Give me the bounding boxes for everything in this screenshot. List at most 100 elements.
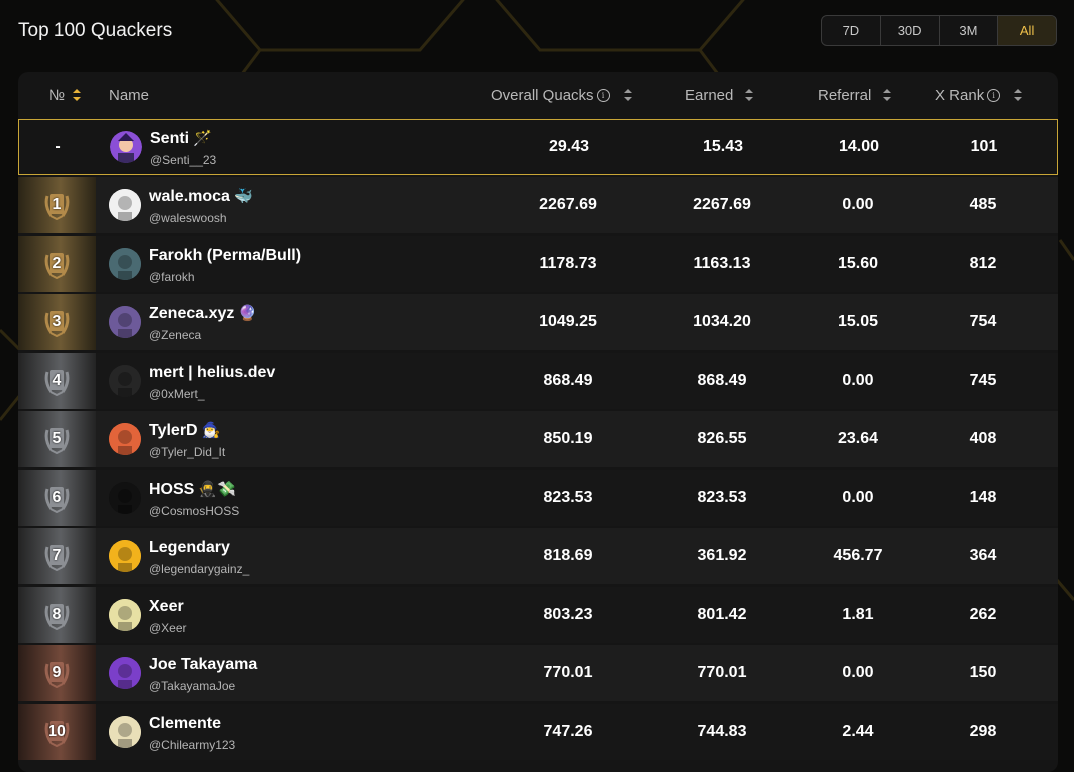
tab-3m[interactable]: 3M [940, 16, 999, 45]
emoji-icon: 🥷💸 [198, 479, 236, 498]
referral-value: 15.05 [837, 313, 879, 330]
laurel-medal-icon: 1 [43, 190, 71, 220]
user-name[interactable]: TylerD [149, 422, 198, 439]
rank-value: 10 [48, 722, 66, 740]
column-header-rank[interactable]: № [49, 72, 82, 118]
sort-icon[interactable] [883, 89, 892, 101]
info-icon[interactable]: i [596, 88, 610, 102]
user-name[interactable]: Joe Takayama [149, 656, 258, 673]
column-label-referral: Referral [818, 86, 872, 104]
x-rank-value: 148 [969, 488, 997, 506]
user-name[interactable]: Farokh (Perma/Bull) [149, 246, 302, 264]
overall-quacks: 29.43 [548, 138, 590, 155]
referral-value: 0.00 [842, 488, 874, 506]
avatar[interactable] [109, 247, 141, 280]
earned-value: 823.53 [697, 488, 747, 506]
referral-value: 1.81 [842, 605, 874, 623]
user-name[interactable]: HOSS [149, 480, 195, 498]
column-header-overall[interactable]: Overall Quacks i [491, 72, 632, 118]
referral-value: 456.77 [833, 547, 883, 564]
x-rank-value: 812 [969, 254, 997, 272]
user-handle[interactable]: @Xeer [149, 620, 187, 635]
laurel-medal-icon: 6 [43, 483, 71, 513]
table-row[interactable]: 4 mert | helius.dev @0xMert_ 868.49 868.… [18, 352, 1058, 409]
avatar[interactable] [109, 657, 141, 689]
table-row[interactable]: 6 HOSS 🥷💸 @CosmosHOSS 823.53 823.53 0.00 … [18, 469, 1058, 526]
earned-value: 2267.69 [693, 196, 751, 213]
column-header-referral[interactable]: Referral [818, 72, 892, 118]
rank-value: 6 [52, 488, 62, 506]
user-handle[interactable]: @0xMert_ [149, 386, 205, 401]
column-header-earned[interactable]: Earned [685, 72, 754, 118]
rank-cell: 10 [18, 703, 96, 760]
current-user-row[interactable]: - Senti 🪄 @Senti__23 29.43 15.43 14.00 10… [18, 119, 1058, 175]
avatar[interactable] [109, 540, 141, 572]
sort-icon[interactable] [73, 89, 82, 101]
name-block: mert | helius.dev @0xMert_ [149, 363, 279, 401]
wand-icon: 🪄 [193, 129, 212, 147]
column-label-xrank: X Rank [935, 86, 985, 104]
user-handle[interactable]: @farokh [149, 269, 195, 284]
table-row[interactable]: 10 Clemente @Chilearmy123 747.26 744.83 … [18, 703, 1058, 760]
user-handle[interactable]: @TakayamaJoe [149, 679, 236, 693]
user-handle[interactable]: @Chilearmy123 [149, 737, 236, 752]
sort-icon[interactable] [623, 89, 632, 101]
avatar[interactable] [109, 189, 141, 221]
sort-icon[interactable] [745, 89, 754, 101]
user-name[interactable]: wale.moca [149, 188, 230, 205]
rank-cell: 4 [18, 352, 96, 409]
avatar[interactable] [109, 423, 141, 455]
info-icon[interactable]: i [987, 88, 1001, 102]
user-handle[interactable]: @legendarygainz_ [149, 562, 250, 576]
rank-cell: 8 [18, 586, 96, 643]
rank-cell: 5 [18, 411, 96, 467]
avatar[interactable] [109, 598, 141, 631]
user-name[interactable]: Xeer [149, 597, 184, 615]
user-name[interactable]: mert | helius.dev [149, 363, 276, 381]
user-name[interactable]: Zeneca.xyz [149, 305, 235, 322]
earned-value: 1034.20 [693, 313, 751, 330]
overall-quacks: 770.01 [543, 664, 593, 681]
column-label-earned: Earned [685, 86, 734, 104]
table-row[interactable]: 5 TylerD 🧙‍♂️ @Tyler_Did_It 850.19 826.55… [18, 411, 1058, 467]
laurel-medal-icon: 2 [43, 249, 71, 279]
rank-cell: 2 [18, 235, 96, 292]
earned-value: 361.92 [697, 547, 747, 564]
table-row[interactable]: 3 Zeneca.xyz 🔮 @Zeneca 1049.25 1034.20 15… [18, 294, 1058, 350]
user-handle[interactable]: @Tyler_Did_It [149, 445, 226, 459]
rank-value: 1 [52, 196, 62, 213]
tab-7d[interactable]: 7D [822, 16, 881, 45]
sort-icon[interactable] [1014, 89, 1023, 101]
name-block: wale.moca 🐳 @waleswoosh [149, 187, 253, 225]
table-row[interactable]: 8 Xeer @Xeer 803.23 801.42 1.81 262 [18, 586, 1058, 643]
rank-cell: - [19, 120, 97, 174]
emoji-icon: 🐳 [233, 187, 253, 205]
table-row[interactable]: 2 Farokh (Perma/Bull) @farokh 1178.73 11… [18, 235, 1058, 292]
avatar[interactable] [109, 306, 141, 338]
tab-all[interactable]: All [998, 16, 1056, 45]
user-handle[interactable]: @Senti__23 [150, 153, 217, 167]
user-handle[interactable]: @CosmosHOSS [149, 503, 240, 518]
user-name[interactable]: Senti [150, 130, 190, 147]
table-row[interactable]: 7 Legendary @legendarygainz_ 818.69 361.… [18, 528, 1058, 584]
laurel-medal-icon: 7 [43, 541, 71, 571]
column-header-xrank[interactable]: X Rank i [935, 72, 1023, 118]
earned-value: 826.55 [697, 430, 747, 447]
leaderboard-table: № Name Overall Quacks i Earned Referral … [18, 72, 1058, 772]
avatar[interactable] [109, 481, 141, 514]
time-range-selector: 7D 30D 3M All [821, 15, 1057, 46]
user-name[interactable]: Clemente [149, 714, 222, 732]
table-row[interactable]: 1 wale.moca 🐳 @waleswoosh 2267.69 2267.69… [18, 177, 1058, 233]
table-row[interactable]: 9 Joe Takayama @TakayamaJoe 770.01 770.0… [18, 645, 1058, 701]
overall-quacks: 803.23 [543, 605, 593, 623]
name-block: Zeneca.xyz 🔮 @Zeneca [149, 304, 257, 342]
tab-30d[interactable]: 30D [881, 16, 940, 45]
user-name[interactable]: Legendary [149, 539, 230, 556]
avatar[interactable] [110, 131, 142, 163]
user-handle[interactable]: @waleswoosh [149, 211, 227, 225]
rank-value: - [55, 138, 61, 155]
user-handle[interactable]: @Zeneca [149, 328, 202, 342]
avatar[interactable] [109, 715, 141, 748]
earned-value: 15.43 [702, 138, 744, 155]
avatar[interactable] [109, 364, 141, 397]
